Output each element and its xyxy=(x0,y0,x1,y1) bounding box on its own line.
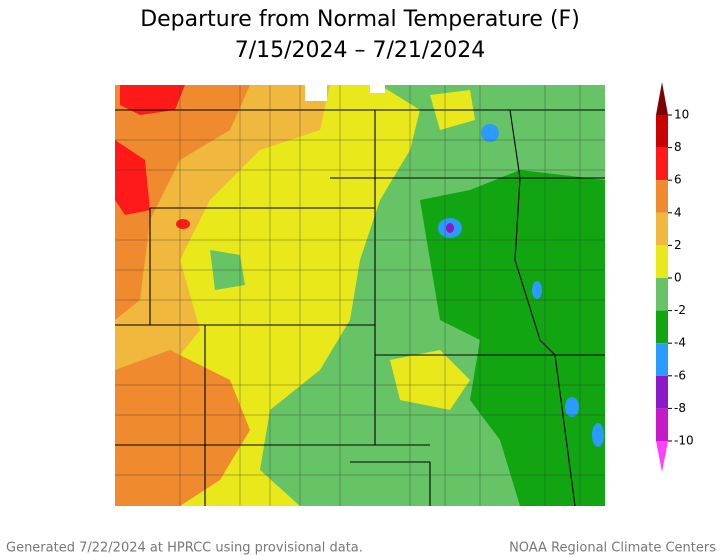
colorbar-tick-label: -4 xyxy=(674,336,686,350)
colorbar-tick-label: -6 xyxy=(674,368,686,382)
colorbar-segment xyxy=(656,278,668,311)
footer-left: Generated 7/22/2024 at HPRCC using provi… xyxy=(6,541,363,556)
title-line: 7/15/2024 – 7/21/2024 xyxy=(235,38,486,63)
colorbar-arrow xyxy=(656,82,668,115)
map-gap xyxy=(305,85,327,101)
map-region xyxy=(446,223,454,233)
colorbar-tick-label: 2 xyxy=(674,238,682,252)
map-region xyxy=(420,170,605,506)
map-region xyxy=(176,219,190,229)
map-region xyxy=(115,140,150,215)
title-line: Departure from Normal Temperature (F) xyxy=(140,7,580,32)
colorbar-segment xyxy=(656,310,668,344)
colorbar-segment xyxy=(656,212,668,246)
colorbar-segment xyxy=(656,180,668,213)
map-region xyxy=(120,85,185,115)
colorbar-tick-label: 8 xyxy=(674,140,682,154)
colorbar-tick-label: 10 xyxy=(674,108,689,122)
colorbar-segment xyxy=(656,343,668,376)
colorbar: 10 8 6 4 2 0 -2 -4 -6 -8 -10 xyxy=(656,82,694,472)
map-region xyxy=(592,423,604,447)
map-region xyxy=(481,124,499,142)
colorbar-segment xyxy=(656,115,668,148)
map-gap xyxy=(370,85,385,93)
colorbar-tick-label: -10 xyxy=(674,434,694,448)
map-region xyxy=(532,281,542,299)
map-region xyxy=(115,350,250,506)
county-boundary xyxy=(115,85,605,506)
footer-right: NOAA Regional Climate Centers xyxy=(509,541,716,556)
map-region xyxy=(115,85,250,320)
colorbar-tick-label: 4 xyxy=(674,205,682,219)
colorbar-tick-label: -8 xyxy=(674,401,686,415)
colorbar-segment xyxy=(656,375,668,409)
colorbar-tick-label: 0 xyxy=(674,271,682,285)
colorbar-arrow xyxy=(656,441,668,472)
colorbar-tick-label: 6 xyxy=(674,173,682,187)
colorbar-segment xyxy=(656,245,668,278)
map-region xyxy=(565,397,579,417)
colorbar-segment xyxy=(656,408,668,441)
colorbar-segment xyxy=(656,147,668,181)
colorbar-tick-label: -2 xyxy=(674,303,686,317)
map xyxy=(115,85,605,506)
